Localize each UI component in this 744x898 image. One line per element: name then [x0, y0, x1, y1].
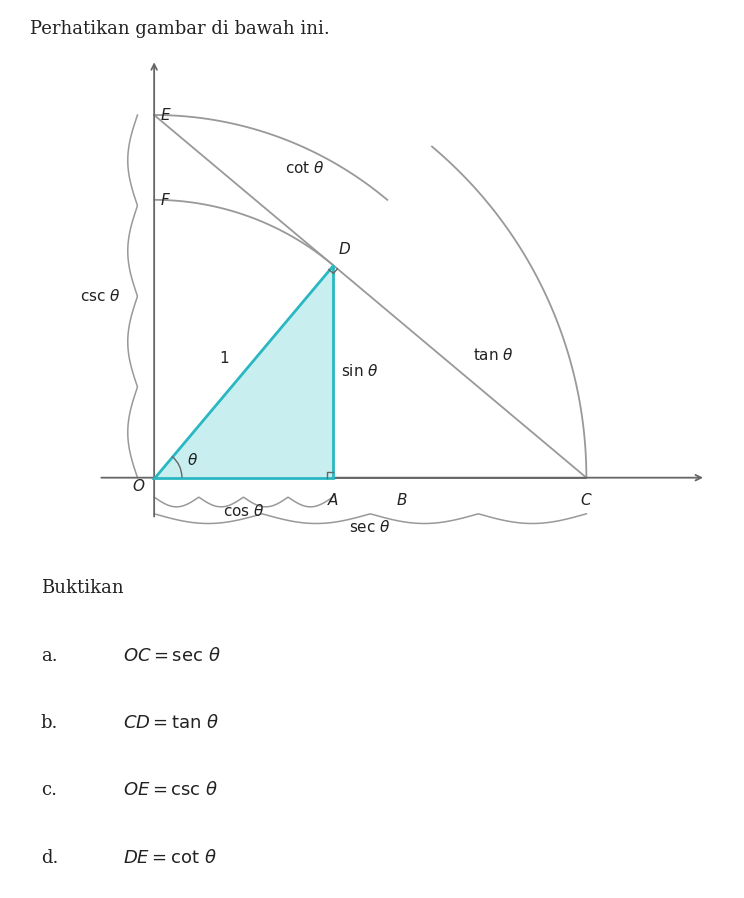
- Text: $E$: $E$: [160, 107, 171, 123]
- Text: $\cos\,\theta$: $\cos\,\theta$: [222, 503, 264, 519]
- Text: $\csc\,\theta$: $\csc\,\theta$: [80, 288, 121, 304]
- Text: $\tan\,\theta$: $\tan\,\theta$: [473, 347, 514, 363]
- Text: $OC = \sec\,\theta$: $OC = \sec\,\theta$: [123, 647, 220, 665]
- Text: $\cot\,\theta$: $\cot\,\theta$: [285, 160, 325, 176]
- Text: $OE = \csc\,\theta$: $OE = \csc\,\theta$: [123, 781, 218, 799]
- Text: $\sec\,\theta$: $\sec\,\theta$: [350, 519, 391, 535]
- Text: $B$: $B$: [397, 491, 408, 507]
- Text: $\sin\,\theta$: $\sin\,\theta$: [341, 364, 379, 379]
- Text: d.: d.: [41, 849, 58, 867]
- Text: $A$: $A$: [327, 491, 339, 507]
- Text: $DE = \cot\,\theta$: $DE = \cot\,\theta$: [123, 849, 217, 867]
- Text: c.: c.: [41, 781, 57, 799]
- Text: b.: b.: [41, 714, 58, 732]
- Text: a.: a.: [41, 647, 57, 665]
- Text: $C$: $C$: [580, 491, 593, 507]
- Text: $1$: $1$: [219, 350, 229, 365]
- Text: Perhatikan gambar di bawah ini.: Perhatikan gambar di bawah ini.: [30, 20, 330, 38]
- Text: $O$: $O$: [132, 478, 146, 494]
- Text: $D$: $D$: [339, 241, 351, 257]
- Text: Buktikan: Buktikan: [41, 579, 124, 597]
- Text: $F$: $F$: [160, 192, 170, 207]
- Polygon shape: [154, 265, 333, 478]
- Text: $\theta$: $\theta$: [187, 453, 199, 468]
- Text: $CD = \tan\,\theta$: $CD = \tan\,\theta$: [123, 714, 219, 732]
